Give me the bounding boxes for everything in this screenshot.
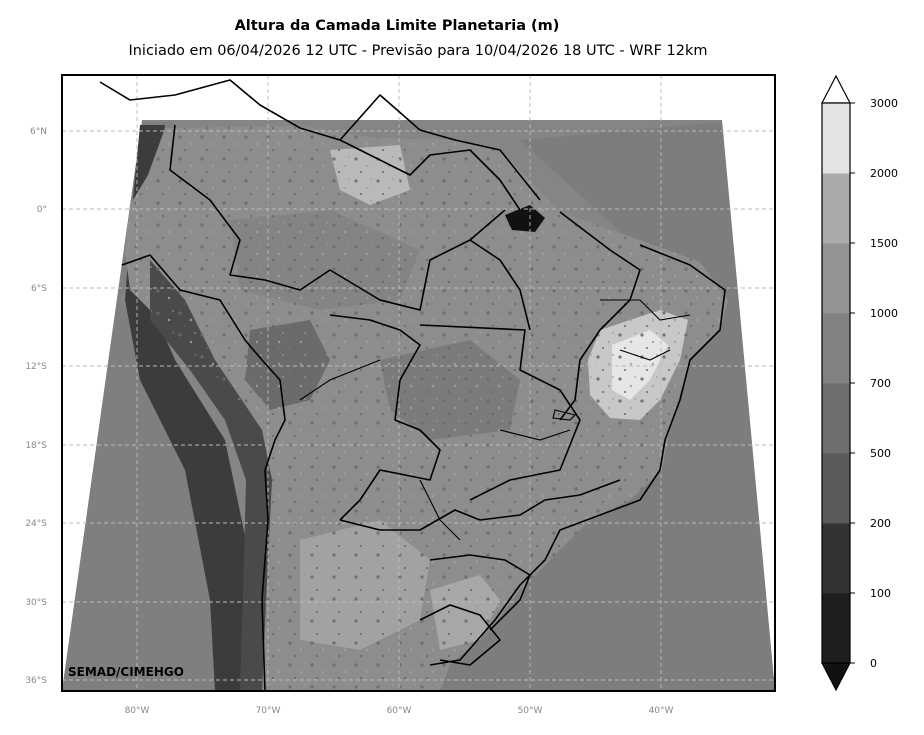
colorbar-segment [822,103,850,174]
colorbar-over-triangle [821,74,851,104]
lat-tick-label: 30°S [25,598,47,608]
colorbar-segment [822,243,850,314]
land-texture [125,126,728,691]
lon-tick-label: 70°W [256,706,281,716]
colorbar-tick-label: 2000 [870,167,898,180]
map-frame [61,74,776,692]
coastal-dark-band [125,125,255,691]
political-borders [99,79,726,691]
colorbar-tick-label: 1500 [870,237,898,250]
amazon-delta-patch [505,205,545,232]
colorbar-segment [822,173,850,244]
colorbar-tick-label: 700 [870,377,891,390]
longitude-labels: 80°W 70°W 60°W 50°W 40°W [125,706,674,716]
latitude-labels: 6°N 0° 6°S 12°S 18°S 24°S 30°S 36°S [25,127,47,686]
colorbar: 0 100 200 500 700 1000 1500 2000 3000 [821,74,898,692]
lat-tick-label: 36°S [25,676,47,686]
lon-tick-label: 60°W [387,706,412,716]
colorbar-segment [822,383,850,454]
colorbar-tick-label: 1000 [870,307,898,320]
colorbar-tick-label: 0 [870,657,877,670]
map-title: Altura da Camada Limite Planetaria (m) [234,18,560,34]
colorbar-tick-label: 200 [870,517,891,530]
colorbar-segment [822,313,850,384]
pacific-field [62,122,240,691]
lon-tick-label: 40°W [649,706,674,716]
colorbar-tick-label: 100 [870,587,891,600]
lat-tick-label: 6°S [31,284,47,294]
lat-tick-label: 6°N [30,127,47,137]
lat-tick-label: 12°S [25,362,47,372]
colorbar-tick-label: 3000 [870,97,898,110]
colorbar-segment [822,523,850,594]
lon-tick-label: 50°W [518,706,543,716]
colorbar-segment [822,593,850,664]
colorbar-segment [822,453,850,524]
colorbar-under-triangle [821,662,851,692]
lat-tick-label: 24°S [25,519,47,529]
lat-tick-label: 18°S [25,441,47,451]
lon-tick-label: 80°W [125,706,150,716]
colorbar-tick-label: 500 [870,447,891,460]
lat-tick-label: 0° [37,205,47,215]
state-borders [299,299,691,541]
map-subtitle: Iniciado em 06/04/2026 12 UTC - Previsão… [128,43,708,59]
map-credit: SEMAD/CIMEHGO [68,665,184,679]
